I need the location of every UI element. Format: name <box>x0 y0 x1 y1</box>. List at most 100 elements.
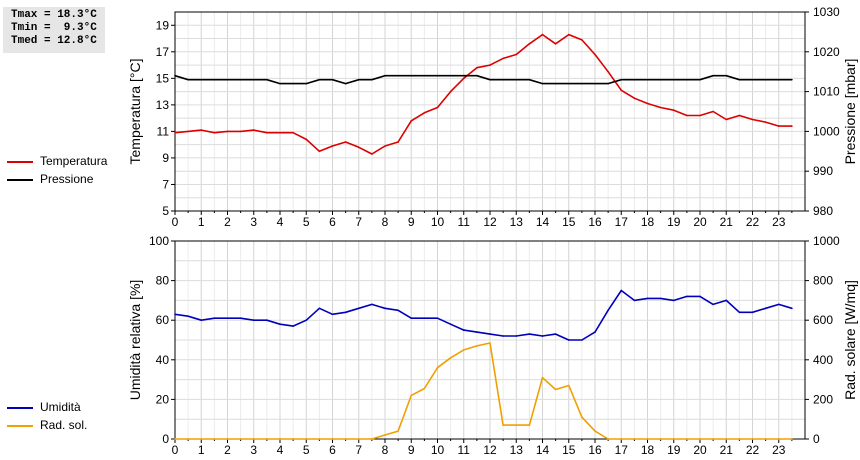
chart1-point-pressione <box>213 78 216 81</box>
chart2-point-umidit <box>279 323 281 325</box>
chart1-point-temperatura <box>646 102 649 105</box>
chart1-point-temperatura <box>686 114 688 117</box>
chart2-point-umidit <box>292 325 294 327</box>
chart2-point-umidit <box>174 313 176 316</box>
chart1-point-temperatura <box>436 106 439 109</box>
chart1-point-temperatura <box>515 53 518 56</box>
chart1-point-temperatura <box>462 77 465 80</box>
chart2-x-tick-label: 23 <box>772 443 786 457</box>
chart1-point-pressione <box>344 82 347 85</box>
chart2-x-tick-label: 3 <box>250 443 257 457</box>
chart2-point-umidit <box>318 307 321 310</box>
stat-tmax: Tmax = 18.3°C <box>11 9 97 21</box>
chart1-x-tick-label: 9 <box>408 215 415 229</box>
chart2-point-umidit <box>777 303 780 306</box>
chart1-left-tick-label: 17 <box>156 45 170 59</box>
chart2-right-tick-label: 200 <box>813 392 833 406</box>
chart1-x-tick-label: 4 <box>277 215 284 229</box>
chart1-point-pressione <box>292 82 294 85</box>
chart2-series-line-umidit <box>174 289 793 341</box>
chart1-point-temperatura <box>777 125 780 127</box>
legend-label-pressione: Pressione <box>40 172 94 186</box>
chart1-point-pressione <box>239 78 242 81</box>
chart1-point-pressione <box>252 78 255 81</box>
chart2-point-umidit <box>554 333 557 335</box>
legend-swatch-umidita <box>7 407 33 409</box>
chart1-x-tick-label: 10 <box>431 215 445 229</box>
chart1-point-pressione <box>489 78 491 81</box>
chart2-point-umidit <box>567 339 570 341</box>
chart2-point-rad-sol <box>187 438 189 440</box>
chart2-point-umidit <box>371 303 373 306</box>
chart1-point-pressione <box>633 78 636 81</box>
chart2-point-umidit <box>344 311 347 314</box>
chart1-point-pressione <box>371 78 373 81</box>
chart1-point-temperatura <box>528 43 531 45</box>
chart2-point-rad-sol <box>541 376 544 379</box>
chart2-point-rad-sol <box>528 424 531 426</box>
chart2-point-umidit <box>410 317 413 320</box>
chart1-point-temperatura <box>541 33 544 36</box>
chart2-point-umidit <box>646 297 649 300</box>
chart2-left-tick-label: 80 <box>156 274 170 288</box>
chart1-left-tick-label: 7 <box>162 177 169 191</box>
chart2-point-umidit <box>305 319 308 322</box>
chart2-point-rad-sol <box>174 438 176 440</box>
chart2-left-tick-label: 40 <box>156 353 170 367</box>
chart2-point-umidit <box>436 317 439 320</box>
chart1-point-temperatura <box>252 129 255 131</box>
chart2-x-tick-label: 6 <box>329 443 336 457</box>
chart2-point-umidit <box>712 303 714 306</box>
chart1-point-pressione <box>410 74 413 77</box>
chart1-point-pressione <box>200 78 203 81</box>
chart1-x-tick-label: 20 <box>693 215 707 229</box>
chart2-x-tick-label: 13 <box>510 443 524 457</box>
chart2-x-tick-label: 2 <box>224 443 231 457</box>
chart1-point-pressione <box>187 78 189 81</box>
chart2-point-umidit <box>699 295 701 298</box>
chart1-point-pressione <box>357 78 360 81</box>
chart2-x-tick-label: 11 <box>458 443 471 457</box>
chart2-point-rad-sol <box>659 438 662 440</box>
chart1-point-pressione <box>777 78 780 81</box>
chart1-right-axis-label: Pressione [mbar] <box>842 59 858 165</box>
chart1-point-temperatura <box>620 89 623 92</box>
chart2-point-rad-sol <box>252 438 255 440</box>
chart2-point-umidit <box>213 317 216 320</box>
chart2-point-umidit <box>686 295 688 298</box>
chart1-point-temperatura <box>344 141 347 143</box>
chart1-left-tick-label: 9 <box>162 151 169 165</box>
chart1-point-temperatura <box>423 112 426 114</box>
chart1-point-temperatura <box>554 43 557 45</box>
chart2-point-rad-sol <box>344 438 347 440</box>
chart1-point-pressione <box>646 78 649 81</box>
chart1-point-pressione <box>462 74 465 77</box>
chart1-right-tick-label: 990 <box>813 164 833 178</box>
chart2-point-rad-sol <box>449 357 452 359</box>
chart2-point-rad-sol <box>489 342 491 344</box>
chart1-point-pressione <box>567 82 570 85</box>
chart2-point-rad-sol <box>791 438 793 440</box>
legend-swatch-temperatura <box>7 161 33 163</box>
chart2-point-rad-sol <box>764 438 767 440</box>
chart2-point-rad-sol <box>633 438 636 440</box>
chart2-point-umidit <box>725 299 728 302</box>
chart1-x-tick-label: 21 <box>720 215 734 229</box>
chart2-x-tick-label: 1 <box>198 443 205 457</box>
chart2-series-line-rad-sol <box>175 342 792 440</box>
chart2-point-rad-sol <box>410 394 413 397</box>
chart1-left-tick-label: 19 <box>156 18 170 32</box>
chart1-x-tick-label: 22 <box>746 215 760 229</box>
chart1-point-pressione <box>659 78 662 81</box>
chart1-point-temperatura <box>633 97 636 100</box>
chart1-point-pressione <box>449 74 452 77</box>
chart1-point-pressione <box>331 78 334 81</box>
stats-box: Tmax = 18.3°C Tmin = 9.3°C Tmed = 12.8°C <box>3 7 105 53</box>
chart1-point-temperatura <box>384 145 386 147</box>
chart1-point-temperatura <box>567 33 570 36</box>
chart2-point-rad-sol <box>423 387 426 390</box>
chart1-point-pressione <box>712 74 714 77</box>
chart1-x-tick-label: 13 <box>510 215 524 229</box>
chart1-point-temperatura <box>738 114 741 117</box>
chart2-point-rad-sol <box>777 438 780 440</box>
